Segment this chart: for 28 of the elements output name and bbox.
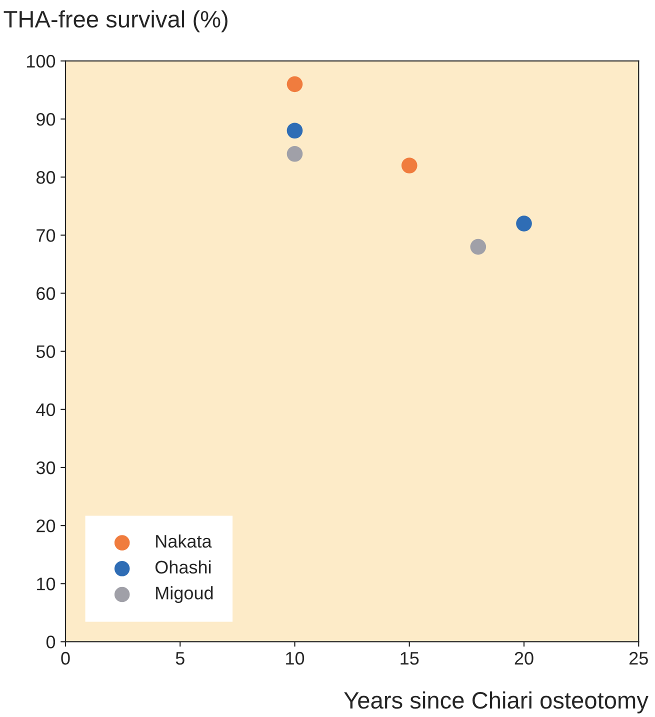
y-tick-label: 10 — [37, 578, 56, 590]
x-tick-label: 0 — [61, 652, 70, 665]
y-tick-label: 100 — [27, 54, 56, 68]
legend-label: Migoud — [156, 586, 213, 604]
point — [516, 216, 532, 232]
x-tick-label: 5 — [176, 652, 184, 665]
legend-label: Nakata — [156, 534, 212, 548]
x-tick-label: 15 — [400, 652, 419, 665]
x-tick-label: 25 — [629, 652, 648, 665]
x-axis-title: Years since Chiari osteotomy — [344, 691, 648, 714]
point — [470, 238, 486, 255]
y-tick-label: 60 — [36, 287, 56, 300]
y-tick-label: 0 — [46, 636, 56, 648]
y-tick-label: 50 — [36, 345, 56, 358]
point — [286, 122, 303, 139]
y-tick-label: 40 — [36, 403, 56, 416]
point — [286, 146, 303, 162]
y-tick-label: 20 — [36, 519, 56, 532]
y-axis-title: THA-free survival (%) — [4, 10, 228, 32]
y-tick-label: 80 — [36, 171, 56, 184]
x-tick-label: 20 — [514, 652, 534, 665]
y-tick-label: 70 — [36, 229, 56, 242]
y-tick-label: 30 — [36, 461, 56, 474]
legend-label: Ohashi — [155, 560, 211, 574]
x-tick-label: 10 — [286, 652, 304, 665]
point — [286, 76, 303, 92]
point — [401, 158, 418, 174]
y-tick-label: 90 — [36, 112, 56, 126]
